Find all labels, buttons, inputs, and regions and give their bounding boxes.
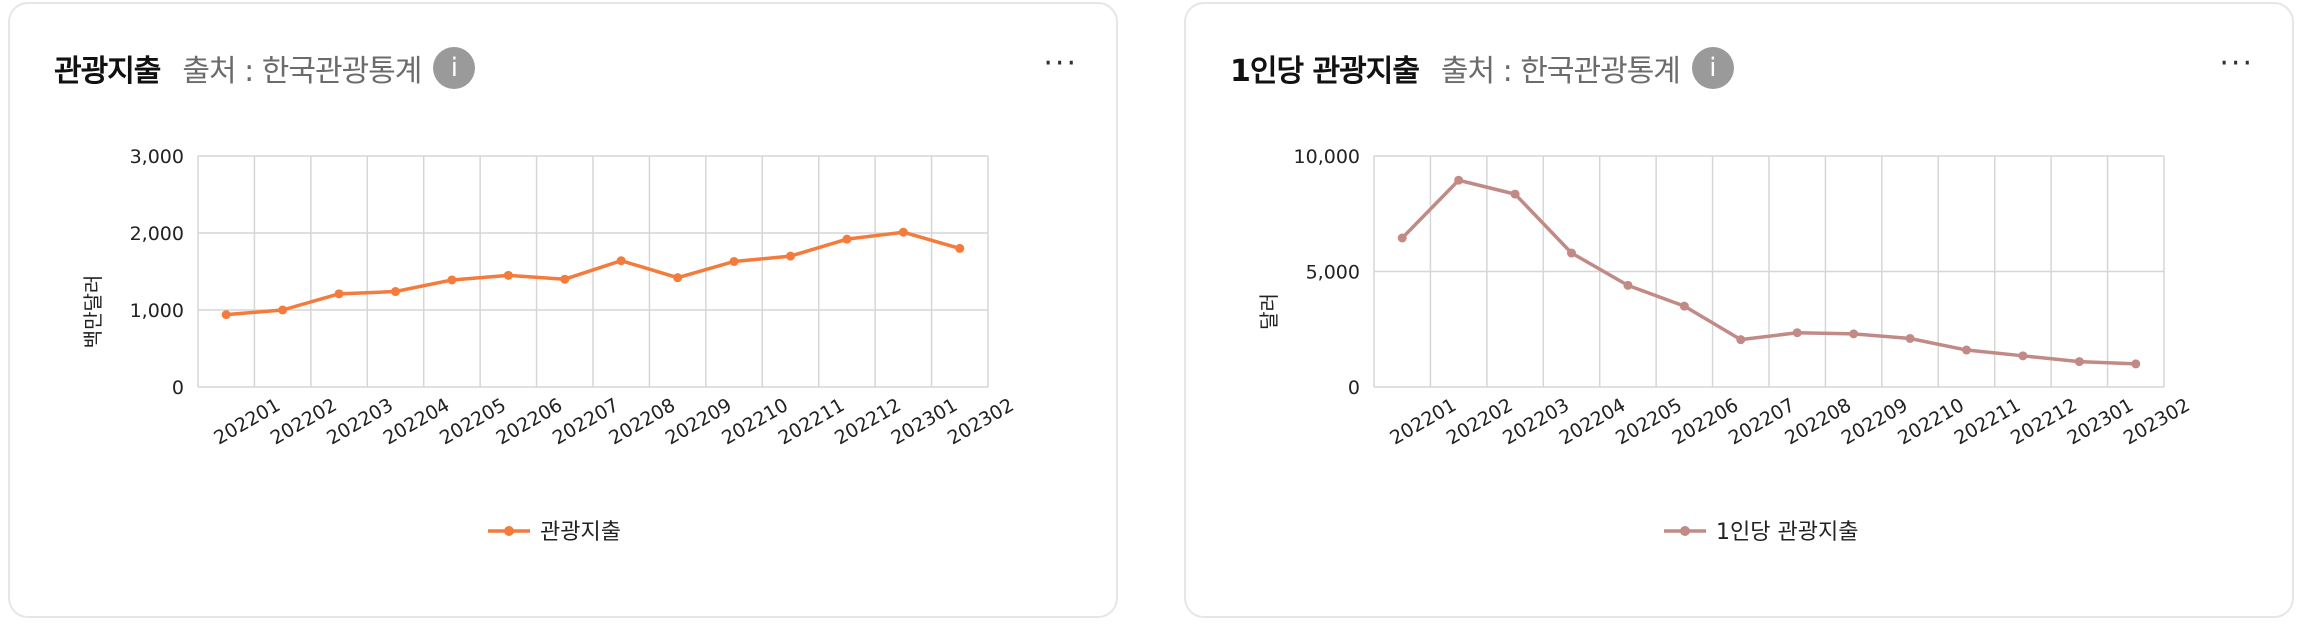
info-icon[interactable]: i xyxy=(433,47,476,89)
data-point xyxy=(1905,333,1915,343)
data-point xyxy=(447,275,457,285)
y-axis-label: 달러 xyxy=(1257,293,1281,330)
data-point xyxy=(2131,359,2141,369)
data-point xyxy=(1397,233,1407,243)
data-point xyxy=(898,227,908,237)
card-header: 관광지출 출처 : 한국관광통계 i xyxy=(54,46,476,90)
series-line xyxy=(1400,178,2136,366)
card-header: 1인당 관광지출 출처 : 한국관광통계 i xyxy=(1230,46,1734,90)
data-point xyxy=(391,287,400,297)
data-point xyxy=(616,256,626,266)
more-options-button[interactable]: ··· xyxy=(1043,46,1078,81)
data-point xyxy=(842,234,852,244)
data-point xyxy=(1736,335,1746,345)
y-tick-label: 5,000 xyxy=(1306,262,1360,284)
data-point xyxy=(1849,329,1859,339)
chart-card-tourism-spending: 관광지출 출처 : 한국관광통계 i ··· 0 1,000 2,000 3,000 2… xyxy=(8,2,1118,618)
y-tick-label: 2,000 xyxy=(130,223,184,245)
more-options-button[interactable]: ··· xyxy=(2219,46,2254,81)
y-tick-label: 0 xyxy=(172,377,184,399)
data-point xyxy=(560,274,570,284)
data-point xyxy=(2074,357,2084,367)
data-point xyxy=(955,243,965,253)
line-chart-per-capita-spending: 05,00010,0002022012022022022032022042022… xyxy=(1257,146,2194,545)
y-axis-label: 백만달러 xyxy=(81,275,105,349)
line-chart-tourism-spending: 01,0002,0003,000202201202202202203202204… xyxy=(81,146,1018,545)
card-title: 1인당 관광지출 xyxy=(1230,54,1420,89)
legend-label: 1인당 관광지출 xyxy=(1716,520,1858,545)
card-source: 출처 : 한국관광통계 xyxy=(1440,54,1681,89)
y-tick-label: 10,000 xyxy=(1294,146,1360,168)
series-line xyxy=(226,230,961,317)
data-point xyxy=(1454,175,1464,185)
data-point xyxy=(334,289,344,299)
data-point xyxy=(221,310,231,320)
data-point xyxy=(1792,328,1802,338)
card-title: 관광지출 xyxy=(54,54,161,89)
y-tick-label: 0 xyxy=(1348,377,1360,399)
legend-marker xyxy=(1680,526,1690,536)
info-icon[interactable]: i xyxy=(1691,47,1734,89)
data-point xyxy=(1567,248,1576,258)
legend-label: 관광지출 xyxy=(540,520,621,545)
data-point xyxy=(729,256,739,266)
card-source: 출처 : 한국관광통계 xyxy=(182,54,422,89)
legend-marker xyxy=(504,526,514,536)
data-point xyxy=(1679,301,1689,311)
data-point xyxy=(278,305,288,315)
y-tick-label: 1,000 xyxy=(130,300,184,322)
chart-card-per-capita-spending: 1인당 관광지출 출처 : 한국관광통계 i ··· 0 5,000 10,000 2… xyxy=(1184,2,2294,618)
data-point xyxy=(673,273,683,283)
data-point xyxy=(503,270,513,280)
data-point xyxy=(1510,189,1520,199)
data-point xyxy=(1623,280,1633,290)
data-point xyxy=(786,251,795,261)
data-point xyxy=(2018,351,2028,361)
y-tick-label: 3,000 xyxy=(130,146,184,168)
data-point xyxy=(1962,345,1971,355)
